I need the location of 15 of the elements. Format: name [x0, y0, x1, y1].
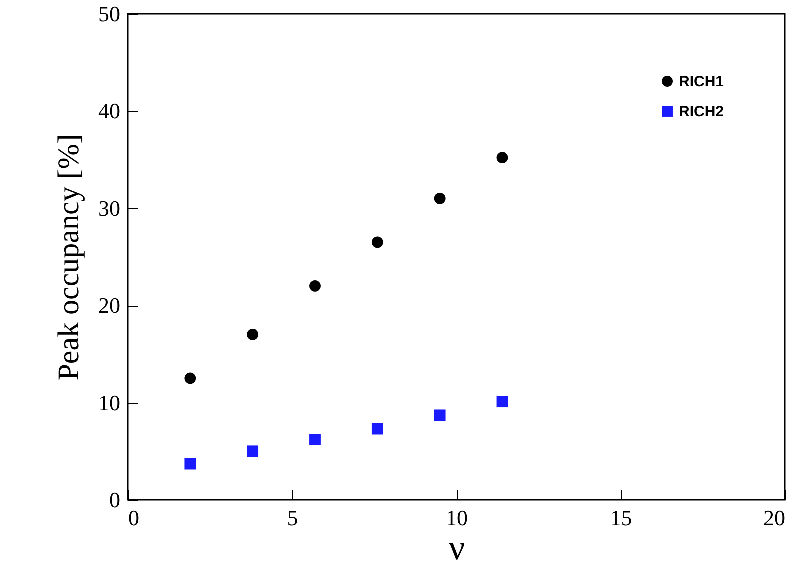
x-axis-title: ν: [448, 528, 466, 568]
y-tick-label: 10: [98, 390, 120, 416]
x-tick-label: 0: [128, 506, 140, 530]
x-tick-label: 15: [610, 506, 632, 530]
y-tick-label: 20: [98, 293, 120, 318]
y-tick-label: 50: [98, 2, 120, 26]
legend-label: RICH1: [679, 74, 724, 90]
legend-label: RICH2: [679, 104, 724, 120]
y-tick-label: 30: [98, 196, 120, 221]
y-tick-label: 0: [110, 488, 120, 512]
x-tick-label: 10: [446, 506, 468, 530]
x-tick-label: 20: [764, 506, 786, 530]
y-tick-label: 40: [98, 98, 120, 124]
y-axis-title: Peak occupancy [%]: [52, 134, 86, 381]
x-tick-label: 5: [287, 506, 298, 530]
